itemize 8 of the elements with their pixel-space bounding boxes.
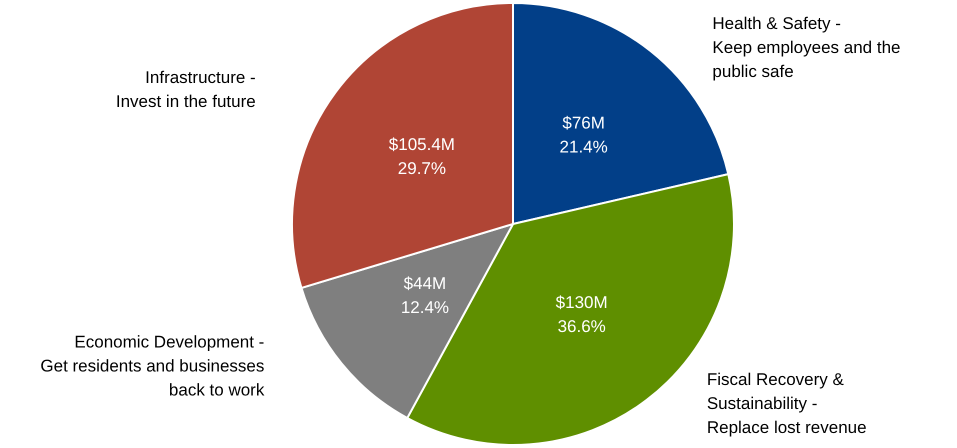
data-label: $105.4M 29.7%	[388, 134, 455, 178]
slice-label: Fiscal Recovery & Sustainability - Replace lost revenue	[706, 370, 867, 437]
slice-label: Economic Development - Get residents and businesses back to work	[40, 332, 265, 400]
data-label: $44M 12.4%	[400, 274, 450, 318]
slice-label: Health & Safety - Keep employees and the public safe	[712, 14, 900, 82]
slice-label: Infrastructure - Invest in the future	[116, 68, 256, 112]
data-label: $130M 36.6%	[556, 292, 608, 336]
data-label: $76M 21.4%	[560, 114, 608, 157]
